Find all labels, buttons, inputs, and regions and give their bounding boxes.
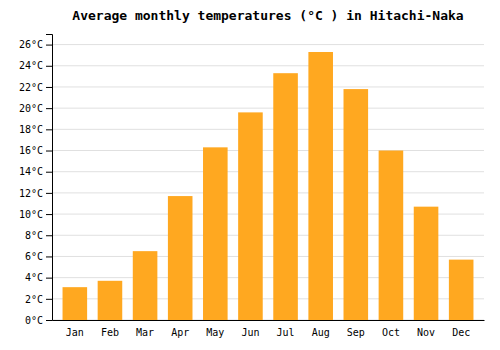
y-tick: 16°C [19,145,52,156]
y-tick: 6°C [25,251,52,262]
grid-line [52,171,484,172]
x-tick-label: Jan [66,327,84,338]
x-tick-label: Feb [101,327,119,338]
grid-line [52,150,484,151]
bar [379,151,404,320]
y-tick: 8°C [25,230,52,241]
y-tick-label: 14°C [19,166,43,177]
grid-line [52,129,484,130]
x-axis-line [53,320,485,321]
y-tick-label: 2°C [25,294,43,305]
y-tick-mark [46,151,52,152]
x-tick: Apr [171,327,189,338]
x-tick: Nov [417,327,435,338]
x-tick-label: Oct [382,327,400,338]
x-tick: Jul [277,327,295,338]
x-tick-label: Sep [347,327,365,338]
x-axis: Jan Feb Mar Apr May Jun Jul Aug Sep Oct Nov Dec [53,321,485,339]
x-tick-label: Nov [417,327,435,338]
bar [63,287,88,320]
x-tick: May [206,327,224,338]
y-tick-label: 6°C [25,251,43,262]
x-tick: Dec [452,327,470,338]
y-tick-label: 26°C [19,39,43,50]
x-tick: Aug [312,327,330,338]
y-tick: 12°C [19,188,52,199]
y-tick: 26°C [19,39,52,50]
y-tick: 14°C [19,166,52,177]
bar [203,147,228,320]
x-tick-label: Jun [241,327,259,338]
bar [449,260,474,320]
bar [308,52,333,320]
bar [238,112,263,320]
y-tick-label: 16°C [19,145,43,156]
x-tick-label: Aug [312,327,330,338]
y-tick-label: 18°C [19,124,43,135]
grid-line [52,86,484,87]
y-tick: 10°C [19,209,52,220]
x-tick-label: Apr [171,327,189,338]
x-tick: Oct [382,327,400,338]
y-axis-line [46,35,53,321]
y-tick-mark [46,278,52,279]
y-tick-mark [46,193,52,194]
x-tick-label: May [206,327,224,338]
y-tick-mark [46,299,52,300]
y-tick-label: 8°C [25,230,43,241]
y-tick: 24°C [19,60,52,71]
y-tick-mark [46,66,52,67]
bar [414,207,439,320]
y-tick: 20°C [19,103,52,114]
bar [273,73,298,320]
bars [63,52,474,320]
x-tick: Jan [66,327,84,338]
grid-line [52,44,484,45]
y-tick-mark [46,172,52,173]
y-tick-label: 24°C [19,60,43,71]
x-tick: Feb [101,327,119,338]
x-tick-label: Mar [136,327,154,338]
y-tick-mark [46,320,52,321]
y-tick-label: 0°C [25,315,43,326]
y-tick-mark [46,87,52,88]
y-tick-mark [46,129,52,130]
y-tick-label: 10°C [19,209,43,220]
bar [98,281,123,320]
title: Average monthly temperatures (°C ) in Hi… [72,8,464,23]
x-tick: Sep [347,327,365,338]
grid [52,45,484,320]
y-tick-label: 20°C [19,103,43,114]
bar [133,251,158,320]
y-tick: 4°C [25,272,52,283]
grid-line [52,192,484,193]
y-tick-label: 4°C [25,272,43,283]
y-tick-mark [46,235,52,236]
bar [344,89,369,320]
grid-line [52,65,484,66]
x-tick-label: Dec [452,327,470,338]
x-tick-label: Jul [277,327,295,338]
y-tick-mark [46,45,52,46]
y-tick-label: 22°C [19,82,43,93]
plot: 0°C 2°C 4°C 6°C 8°C 10°C 12°C 14°C 16°C 18°C 20°C 2… [19,35,485,339]
y-tick-mark [46,108,52,109]
chart: 0°C 2°C 4°C 6°C 8°C 10°C 12°C 14°C 16°C 18°C 20°C 2… [0,0,500,350]
y-tick-label: 12°C [19,188,43,199]
y-tick: 2°C [25,294,52,305]
grid-line [52,108,484,109]
y-tick: 18°C [19,124,52,135]
y-tick: 22°C [19,82,52,93]
x-tick: Jun [241,327,259,338]
y-tick: 0°C [25,315,52,326]
y-axis: 0°C 2°C 4°C 6°C 8°C 10°C 12°C 14°C 16°C 18°C 20°C 2… [19,35,53,326]
y-tick-mark [46,214,52,215]
y-tick-mark [46,256,52,257]
bar [168,196,193,320]
x-tick: Mar [136,327,154,338]
